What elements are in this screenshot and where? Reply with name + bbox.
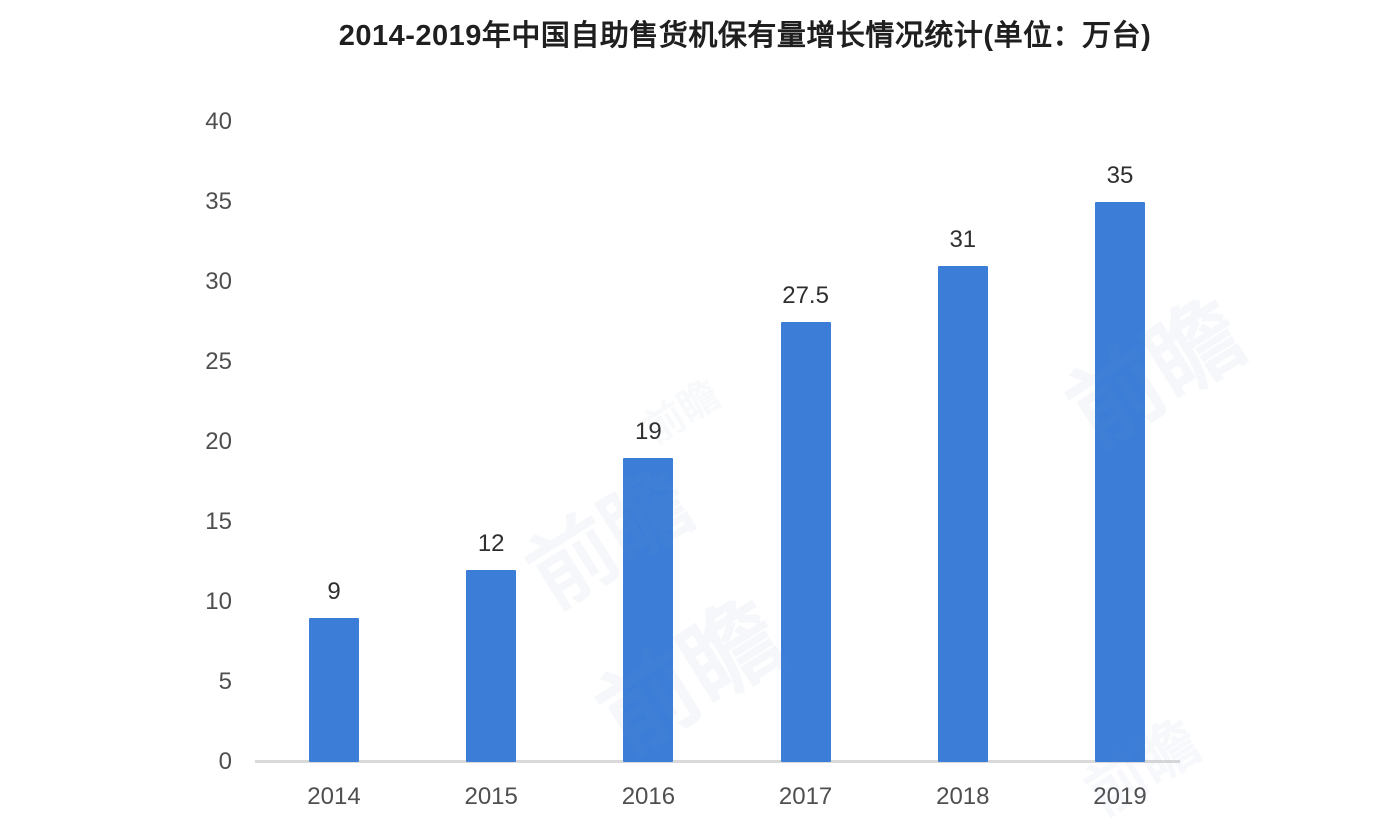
watermark-text: 前瞻 [581, 580, 801, 774]
bar-value-label: 27.5 [782, 282, 829, 309]
y-tick-label: 40 [205, 108, 232, 135]
bar-2016 [623, 458, 674, 762]
y-tick-label: 25 [205, 348, 232, 375]
x-tick-label: 2019 [1093, 783, 1147, 810]
y-tick-label: 5 [218, 668, 232, 695]
y-tick-label: 10 [205, 588, 232, 615]
bar-value-label: 19 [635, 418, 662, 445]
x-tick-label: 2017 [778, 783, 833, 810]
bar-2018 [937, 266, 988, 762]
x-tick-label: 2015 [464, 783, 518, 810]
bar-value-label: 12 [477, 530, 505, 557]
bar-value-label: 35 [1106, 162, 1134, 189]
x-axis-line [255, 760, 1180, 763]
bar-value-label: 9 [327, 578, 341, 605]
y-tick-label: 30 [205, 268, 232, 295]
y-tick-label: 15 [205, 508, 232, 535]
bar-2017 [780, 322, 831, 762]
y-tick-label: 20 [205, 428, 232, 455]
bar-2015 [466, 570, 517, 762]
x-tick-label: 2014 [307, 783, 361, 810]
bar-value-label: 31 [949, 226, 977, 253]
x-tick-label: 2018 [936, 783, 990, 810]
y-tick-label: 35 [205, 188, 232, 215]
watermark-text: 前瞻 [1051, 281, 1262, 466]
x-tick-label: 2016 [621, 783, 676, 810]
bar-2019 [1095, 202, 1145, 762]
chart-title: 2014-2019年中国自助售货机保有量增长情况统计(单位：万台) [338, 20, 1152, 52]
y-tick-label: 0 [218, 748, 232, 775]
bar-2014 [309, 618, 359, 762]
